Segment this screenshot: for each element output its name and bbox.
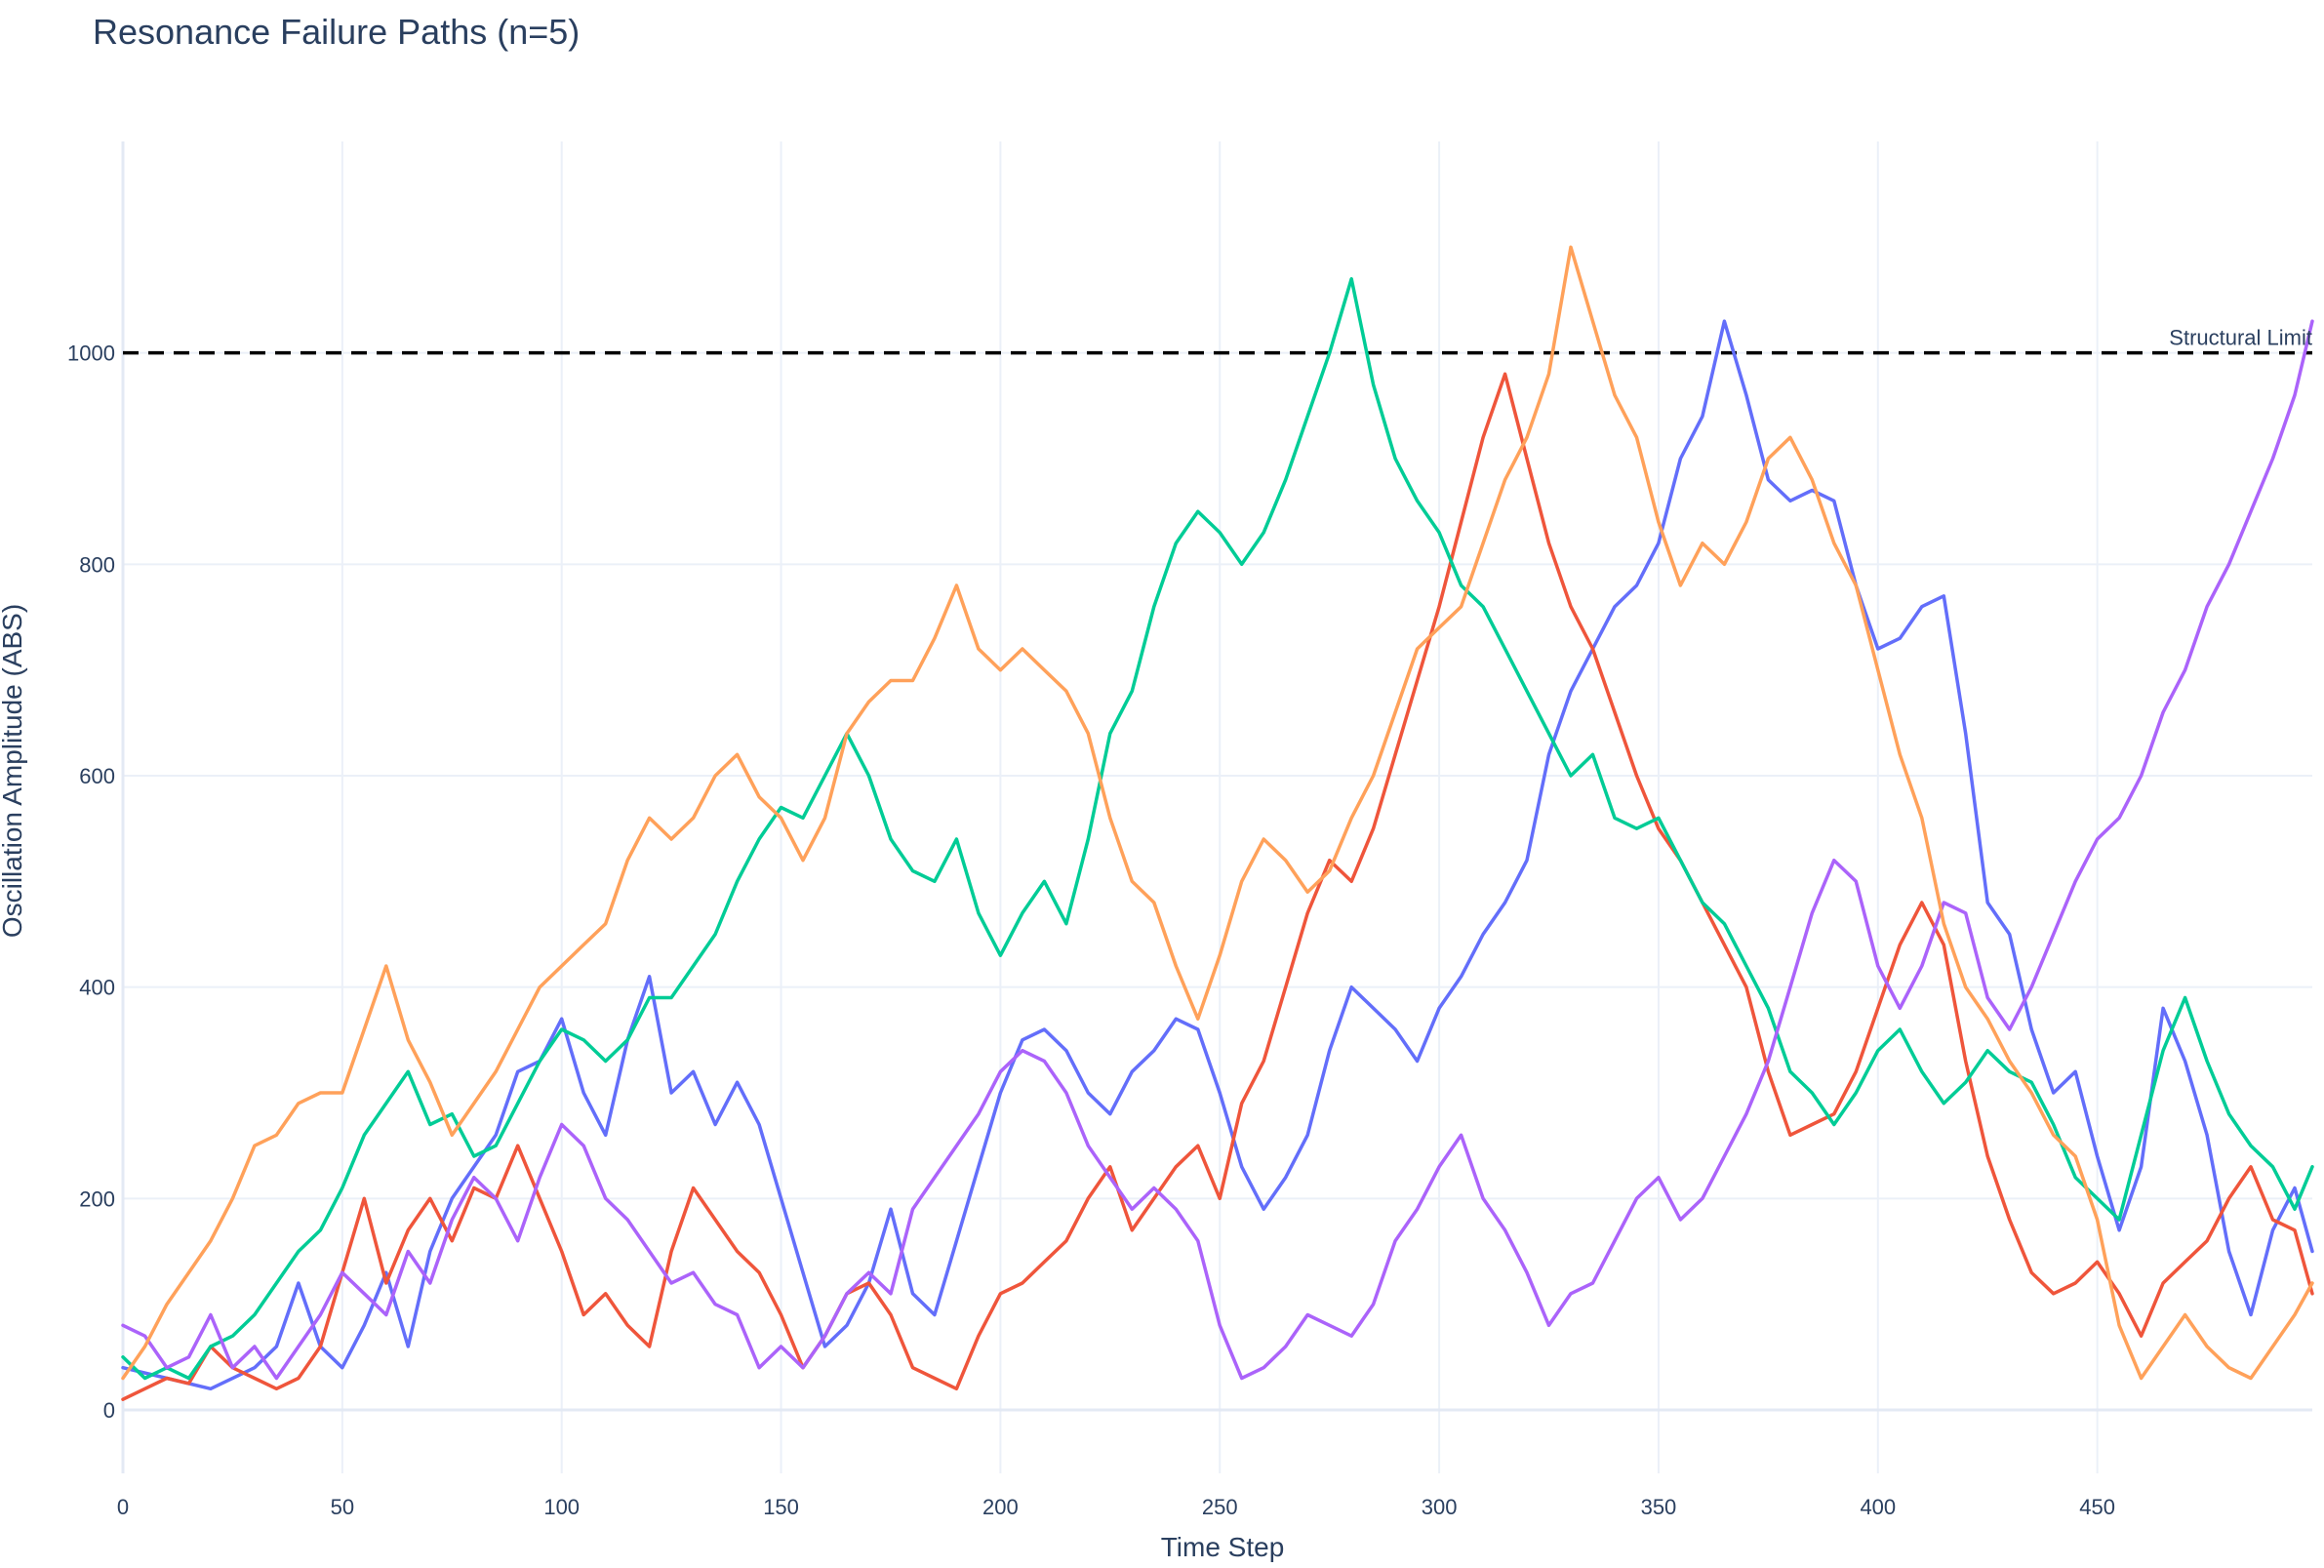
series-line-5 xyxy=(121,245,2314,1381)
x-tick-label: 250 xyxy=(1202,1495,1238,1519)
chart-title: Resonance Failure Paths (n=5) xyxy=(93,12,580,52)
x-tick-label: 300 xyxy=(1422,1495,1458,1519)
y-tick-label: 0 xyxy=(103,1398,115,1423)
series-line-4 xyxy=(121,319,2314,1381)
y-tick-label: 800 xyxy=(79,552,115,577)
axes: 0 50 100 150 200 250 300 350 400 450 0 200 400 600 800… xyxy=(67,326,2312,1519)
y-axis-title: Oscillation Amplitude (ABS) xyxy=(0,604,27,938)
x-tick-label: 200 xyxy=(982,1495,1019,1519)
x-tick-label: 0 xyxy=(117,1495,129,1519)
x-axis-title: Time Step xyxy=(1161,1532,1285,1562)
x-tick-label: 50 xyxy=(331,1495,354,1519)
series-group xyxy=(121,245,2314,1401)
series-line-2 xyxy=(121,372,2314,1401)
structural-limit-label: Structural Limit xyxy=(2169,326,2312,350)
y-tick-label: 1000 xyxy=(67,342,115,366)
y-tick-label: 200 xyxy=(79,1186,115,1211)
series-line-3 xyxy=(121,277,2314,1381)
x-tick-label: 350 xyxy=(1641,1495,1677,1519)
x-tick-label: 150 xyxy=(763,1495,799,1519)
y-tick-label: 600 xyxy=(79,764,115,788)
x-tick-label: 100 xyxy=(543,1495,580,1519)
x-tick-label: 400 xyxy=(1860,1495,1896,1519)
grid xyxy=(121,141,2312,1473)
y-tick-label: 400 xyxy=(79,976,115,1000)
x-tick-label: 450 xyxy=(2079,1495,2115,1519)
